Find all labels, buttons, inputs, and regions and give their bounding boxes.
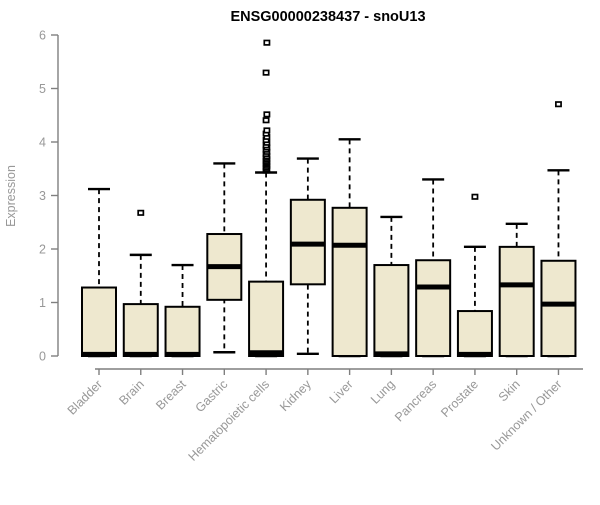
box-pancreas [415,178,452,358]
iqr-box [373,264,410,357]
iqr-box [456,310,493,357]
y-tick-label: 6 [39,29,46,43]
box-brain [122,209,159,358]
y-axis-label: Expression [4,165,18,227]
y-tick-label: 5 [39,82,46,96]
outlier-point [263,111,271,118]
x-tick-label: Breast [153,377,189,413]
y-tick-label: 2 [39,243,46,257]
iqr-box [248,280,285,358]
chart-title: ENSG00000238437 - snoU13 [230,9,425,25]
box-kidney [289,157,326,356]
x-tick-label: Gastric [193,377,231,415]
outlier-point [471,193,479,200]
x-tick-label: Prostate [438,377,481,420]
x-tick-label: Kidney [277,377,314,414]
x-tick-label: Liver [327,377,356,406]
iqr-box [122,303,159,358]
x-tick-label: Lung [368,377,398,407]
iqr-box [540,259,577,357]
outlier-point [262,117,270,124]
outlier-point [263,127,271,134]
x-tick-label: Hematopoietic cells [186,377,273,464]
iqr-box [498,245,535,357]
y-tick-label: 4 [39,136,46,150]
box-unknown-other [540,101,577,358]
box-breast [164,263,201,358]
iqr-box [164,305,201,357]
y-tick-label: 0 [39,350,46,364]
x-tick-label: Bladder [65,377,105,417]
box-hematopoietic-cells [248,39,285,358]
iqr-box [81,286,117,357]
box-skin [498,222,535,358]
x-tick-label: Brain [116,377,147,408]
iqr-box [331,206,368,357]
outlier-point [263,39,271,46]
y-tick-label: 3 [39,189,46,203]
y-tick-label: 1 [39,296,46,310]
outlier-point [262,69,270,76]
box-liver [331,138,368,358]
box-gastric [206,162,243,354]
box-prostate [456,193,493,358]
x-tick-label: Pancreas [392,377,439,424]
box-bladder [81,187,117,358]
outlier-point [555,101,562,108]
box-lung [373,215,410,358]
iqr-box [415,259,452,357]
x-tick-label: Unknown / Other [488,377,564,453]
outlier-point [137,209,145,216]
x-tick-label: Skin [496,377,523,404]
boxes-layer [81,39,577,358]
